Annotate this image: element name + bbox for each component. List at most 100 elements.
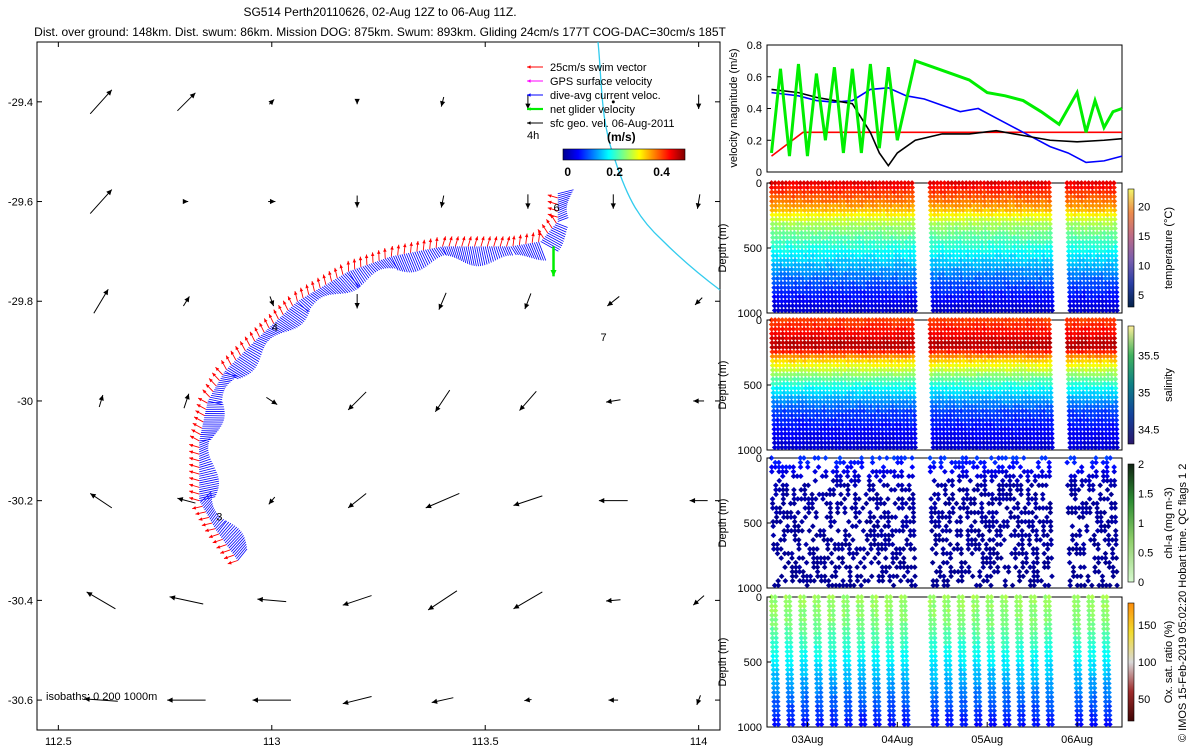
section-dot: [811, 307, 818, 314]
current-vector: [213, 391, 224, 394]
section-dot: [810, 280, 817, 286]
current-vector: [218, 381, 229, 385]
section-dot: [853, 252, 860, 259]
swim-vector-head: [196, 404, 201, 408]
section-dot: [813, 262, 820, 268]
section-dot: [807, 275, 813, 282]
current-vector: [467, 246, 473, 266]
section-dot: [854, 280, 860, 286]
legend-swatch-head: [527, 121, 531, 125]
section-dot: [833, 307, 839, 314]
section-dot: [837, 198, 844, 205]
section-dot: [794, 193, 800, 200]
section-dot: [807, 280, 813, 286]
section-dot: [860, 239, 866, 245]
section-dot: [818, 289, 824, 296]
section-dot: [861, 293, 868, 300]
section-dot: [808, 189, 815, 195]
section-dot: [857, 284, 864, 291]
section-dot: [843, 284, 850, 291]
swim-vector-head: [205, 528, 209, 532]
current-vector: [251, 343, 264, 351]
section-dot: [804, 189, 811, 195]
section-dot: [844, 198, 851, 205]
section-dot: [820, 221, 826, 227]
section-dot: [797, 307, 803, 314]
section-dot: [784, 234, 791, 241]
section-dot: [853, 266, 860, 273]
speed-colorbar: (m/s) 0 0.2 0.4: [562, 130, 686, 179]
section-dot: [863, 212, 869, 218]
section-dot: [820, 239, 827, 245]
current-vector: [480, 246, 486, 266]
current-vector: [199, 478, 219, 484]
current-vector: [549, 231, 565, 240]
current-vector: [529, 243, 538, 260]
section-dot: [815, 184, 822, 191]
section-dot: [784, 243, 791, 250]
current-vector: [212, 516, 221, 526]
section-dot: [826, 184, 833, 191]
section-dot: [792, 266, 799, 273]
current-vector: [344, 273, 359, 289]
current-vector: [223, 526, 238, 542]
section-dot: [808, 193, 815, 200]
section-dot: [799, 248, 805, 255]
section-dot: [790, 202, 797, 209]
section-dot: [823, 202, 829, 209]
section-dot: [834, 230, 841, 236]
current-vector: [199, 454, 210, 459]
current-vector: [395, 255, 404, 272]
section-dot: [785, 293, 792, 300]
swim-vector-head: [428, 238, 433, 243]
velocity-arrow-head: [348, 404, 354, 410]
section-dot: [844, 193, 851, 200]
section-dot: [779, 193, 786, 200]
current-vector: [204, 500, 213, 511]
current-vector: [323, 285, 334, 295]
current-vector: [222, 374, 237, 379]
swim-vector-head: [415, 241, 420, 245]
section-dot: [799, 257, 806, 264]
velocity-arrow-head: [689, 498, 696, 504]
section-dot: [778, 271, 784, 277]
swim-vector-head: [216, 545, 221, 549]
section-dot: [855, 198, 862, 205]
current-vector: [506, 246, 511, 256]
section-dot: [836, 298, 843, 305]
section-dot: [777, 248, 784, 255]
current-vector: [393, 255, 401, 272]
section-dot: [846, 252, 852, 259]
current-vector: [279, 317, 296, 329]
section-dot: [837, 202, 844, 209]
colorbar-label: temperature (°C): [1163, 207, 1175, 289]
section-dot: [836, 293, 843, 300]
section-dot: [780, 216, 787, 223]
section-dot: [862, 198, 869, 205]
current-vector: [211, 393, 223, 396]
section-dot: [856, 252, 863, 259]
current-vector: [527, 243, 535, 260]
current-vector: [273, 323, 287, 332]
current-vector: [486, 246, 492, 263]
section-dot: [789, 284, 795, 291]
section-dot: [809, 225, 816, 232]
section-dot: [787, 216, 794, 223]
section-dot: [828, 266, 835, 273]
current-vector: [557, 189, 574, 195]
current-vector: [281, 315, 298, 328]
section-dot: [824, 234, 830, 241]
current-vector: [210, 512, 218, 522]
section-dot: [773, 230, 780, 236]
section-dot: [779, 198, 786, 205]
section-dot: [830, 212, 837, 218]
current-vector: [199, 489, 218, 495]
section-dot: [789, 280, 795, 286]
current-vector: [376, 261, 385, 269]
current-vector: [297, 300, 309, 313]
section-dot: [789, 298, 796, 305]
section-dot: [848, 216, 855, 223]
section-dot: [782, 298, 789, 305]
section-dot: [860, 243, 867, 250]
section-dot: [791, 243, 798, 250]
